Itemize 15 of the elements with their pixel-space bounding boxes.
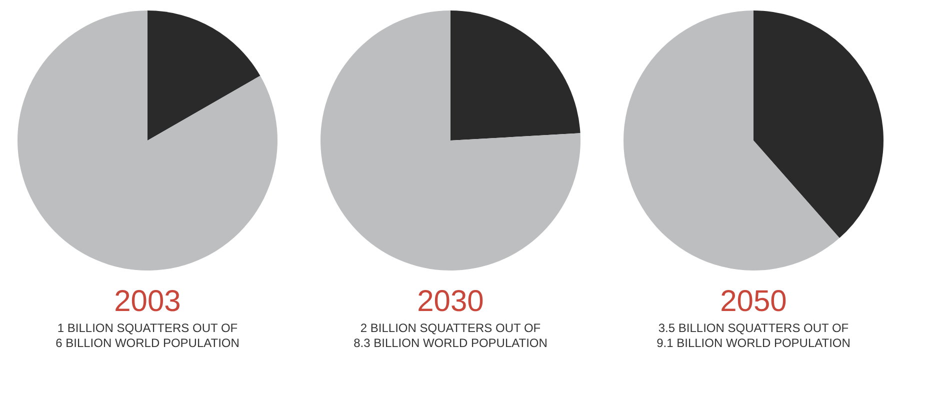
pie-slice <box>320 10 580 270</box>
text: 2030 <box>417 285 484 318</box>
text: 8.3 BILLION WORLD POPULATION <box>354 336 548 350</box>
pie-slice <box>148 10 260 140</box>
text: 3.5 BILLION SQUATTERS OUT OF <box>658 321 849 335</box>
text: 2003 <box>114 285 181 318</box>
pie-slice <box>450 10 580 140</box>
text: 1 BILLION SQUATTERS OUT OF <box>57 321 238 335</box>
text: 9.1 BILLION WORLD POPULATION <box>656 336 850 350</box>
pie-slice <box>754 10 884 238</box>
text: 2 BILLION SQUATTERS OUT OF <box>360 321 541 335</box>
text: 2050 <box>720 285 787 318</box>
pie-slice <box>18 10 278 270</box>
pie-slice <box>624 10 840 270</box>
text: 6 BILLION WORLD POPULATION <box>56 336 240 350</box>
